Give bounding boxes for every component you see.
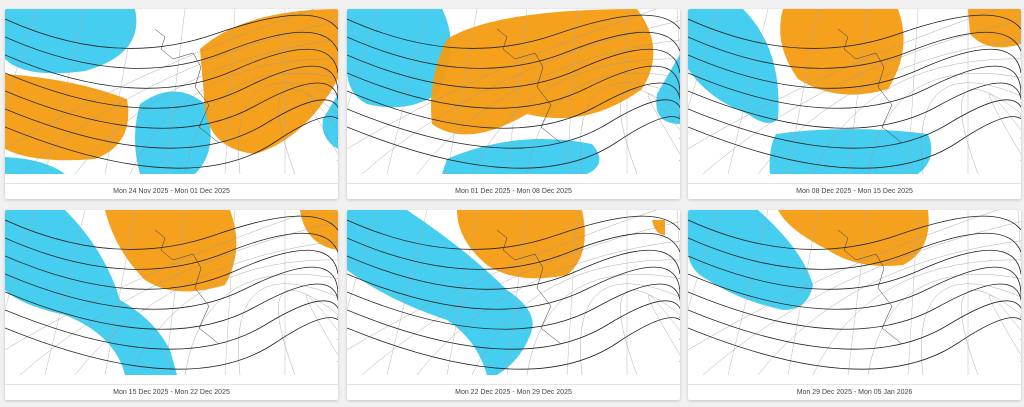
map-card[interactable]: Mon 22 Dec 2025 - Mon 29 Dec 2025 xyxy=(347,210,680,400)
map-image xyxy=(688,9,1021,174)
anomaly-area xyxy=(688,9,779,123)
contour xyxy=(5,317,338,370)
contour xyxy=(688,116,1021,169)
contour xyxy=(688,65,1021,109)
contour xyxy=(5,215,338,250)
anomaly-area xyxy=(5,157,65,174)
map-card[interactable]: Mon 01 Dec 2025 - Mon 08 Dec 2025 xyxy=(347,9,680,199)
map-caption: Mon 08 Dec 2025 - Mon 15 Dec 2025 xyxy=(688,183,1021,199)
anomaly-area xyxy=(347,210,533,375)
contour xyxy=(5,232,338,270)
contour xyxy=(688,31,1021,69)
contour xyxy=(5,65,338,109)
anomaly-area xyxy=(322,94,338,149)
contour xyxy=(688,300,1021,350)
contour xyxy=(347,99,680,149)
contour xyxy=(5,82,338,129)
contour xyxy=(688,14,1021,49)
contour xyxy=(5,283,338,330)
contour xyxy=(688,249,1021,290)
contour xyxy=(347,283,680,330)
contour xyxy=(347,300,680,350)
map-image xyxy=(347,210,680,375)
contour xyxy=(347,31,680,69)
contour xyxy=(688,82,1021,129)
anomaly-area xyxy=(135,91,211,174)
contour xyxy=(347,65,680,109)
map-image xyxy=(5,9,338,174)
contour xyxy=(5,300,338,350)
contour xyxy=(347,249,680,290)
contour xyxy=(688,99,1021,149)
contour xyxy=(688,232,1021,270)
contour xyxy=(347,266,680,310)
anomaly-area xyxy=(656,54,680,124)
anomaly-area xyxy=(652,220,665,235)
contour xyxy=(347,82,680,129)
contour xyxy=(5,14,338,49)
map-caption: Mon 15 Dec 2025 - Mon 22 Dec 2025 xyxy=(5,384,338,400)
contour xyxy=(688,48,1021,89)
map-caption: Mon 24 Nov 2025 - Mon 01 Dec 2025 xyxy=(5,183,338,199)
map-card[interactable]: Mon 29 Dec 2025 - Mon 05 Jan 2026 xyxy=(688,210,1021,400)
contour xyxy=(347,215,680,250)
anomaly-area xyxy=(105,210,237,292)
map-card[interactable]: Mon 08 Dec 2025 - Mon 15 Dec 2025 xyxy=(688,9,1021,199)
anomaly-area xyxy=(457,210,585,279)
contour xyxy=(688,283,1021,330)
contour xyxy=(5,249,338,290)
contour xyxy=(5,116,338,169)
contour xyxy=(347,14,680,49)
anomaly-area xyxy=(778,210,929,266)
map-card[interactable]: Mon 24 Nov 2025 - Mon 01 Dec 2025 xyxy=(5,9,338,199)
anomaly-area xyxy=(968,9,1021,48)
anomaly-area xyxy=(780,9,904,95)
map-image xyxy=(688,210,1021,375)
map-caption: Mon 22 Dec 2025 - Mon 29 Dec 2025 xyxy=(347,384,680,400)
anomaly-area xyxy=(769,129,932,174)
contour xyxy=(5,99,338,149)
contour xyxy=(688,266,1021,310)
contour xyxy=(347,232,680,270)
map-card[interactable]: Mon 15 Dec 2025 - Mon 22 Dec 2025 xyxy=(5,210,338,400)
contour xyxy=(5,48,338,89)
contour xyxy=(347,116,680,169)
contour xyxy=(5,31,338,69)
contour xyxy=(5,266,338,310)
map-image xyxy=(5,210,338,375)
contour xyxy=(688,215,1021,250)
contour xyxy=(347,317,680,370)
anomaly-area xyxy=(5,210,177,375)
anomaly-area xyxy=(431,9,654,135)
anomaly-area xyxy=(347,9,451,108)
map-caption: Mon 01 Dec 2025 - Mon 08 Dec 2025 xyxy=(347,183,680,199)
map-caption: Mon 29 Dec 2025 - Mon 05 Jan 2026 xyxy=(688,384,1021,400)
contour xyxy=(688,317,1021,370)
contour xyxy=(347,48,680,89)
map-image xyxy=(347,9,680,174)
